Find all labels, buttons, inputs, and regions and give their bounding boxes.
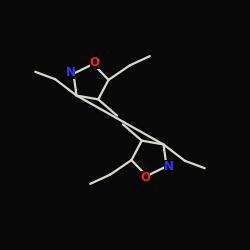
- Text: O: O: [140, 171, 150, 184]
- Text: N: N: [164, 160, 174, 173]
- Text: N: N: [66, 66, 76, 80]
- Text: O: O: [90, 56, 100, 69]
